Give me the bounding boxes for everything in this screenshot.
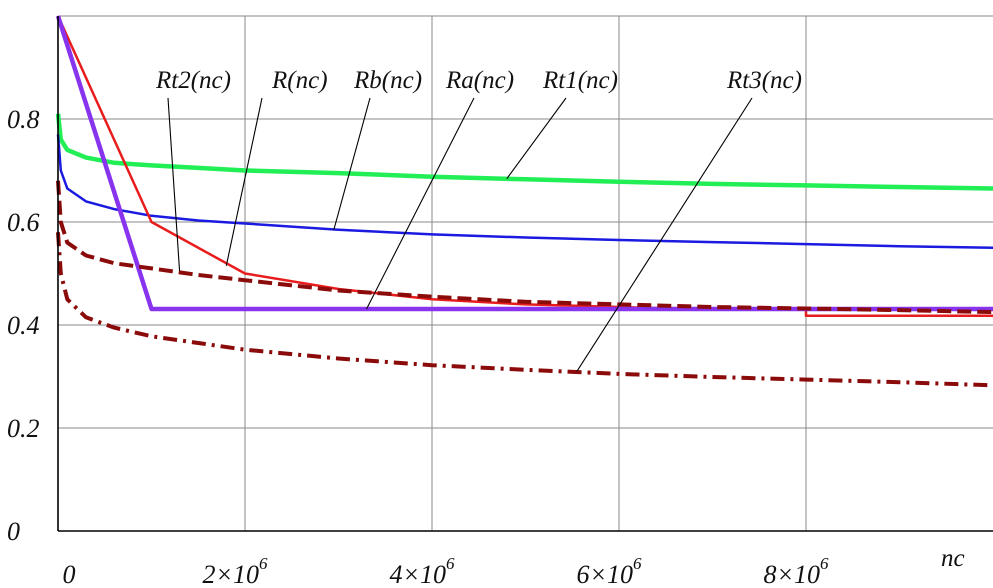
series-label-rt2nc: Rt2(nc) (155, 67, 231, 94)
x-tick-label-0: 0 (63, 560, 76, 588)
series-line-rt2nc (56, 180, 993, 315)
x-axis-title: nc (941, 545, 965, 572)
series-label-ranc: Ra(nc) (445, 67, 514, 94)
series-line-rbnc (56, 134, 993, 250)
x-tick-label-3: 6×106 (576, 554, 642, 588)
series-line-ranc (55, 15, 993, 312)
series-label-rt3nc: Rt3(nc) (726, 67, 802, 94)
x-tick-label-1: 2×106 (202, 554, 268, 588)
leader-line-ranc (366, 97, 475, 310)
leader-line-rbnc (333, 97, 371, 230)
leader-line-rnc (225, 97, 263, 266)
series-layer (55, 15, 993, 388)
label-layer: Rt2(nc) R(nc) Rb(nc) Ra(nc) Rt1(nc) Rt3(nc) (155, 67, 802, 372)
leader-line-rt3nc (576, 97, 753, 372)
series-label-rbnc: Rb(nc) (353, 67, 422, 94)
series-line-rt1nc (55, 113, 993, 191)
x-tick-label-2: 4×106 (389, 554, 455, 588)
y-tick-label-3: 0.6 (7, 208, 40, 237)
y-tick-label-2: 0.4 (7, 311, 40, 340)
y-tick-label-4: 0.8 (7, 105, 40, 134)
series-label-rnc: R(nc) (271, 67, 328, 94)
y-tick-label-1: 0.2 (7, 414, 40, 443)
leader-line-rt1nc (506, 97, 567, 180)
leader-line-rt2nc (167, 97, 181, 271)
x-tick-label-4: 8×106 (763, 554, 829, 588)
axis-layer: 0 0.2 0.4 0.6 0.8 0 2×106 4×106 6×106 8×106 (7, 16, 993, 588)
y-tick-label-0: 0 (7, 517, 20, 546)
series-label-rt1nc: Rt1(nc) (542, 67, 618, 94)
series-line-rnc (56, 15, 993, 317)
series-line-rt3nc (56, 232, 993, 388)
